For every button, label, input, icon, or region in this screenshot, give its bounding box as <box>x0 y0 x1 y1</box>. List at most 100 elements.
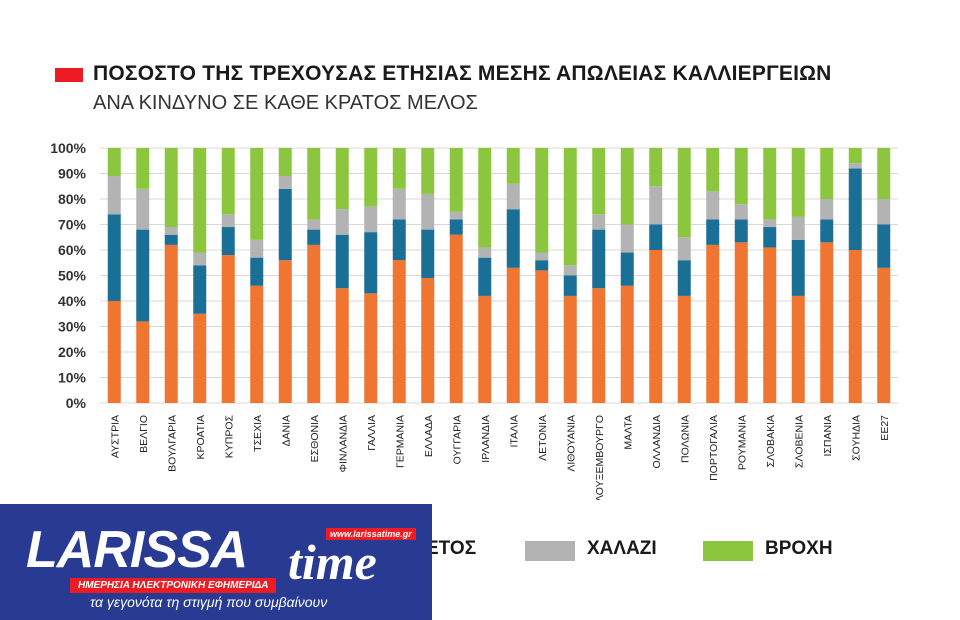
bar-segment <box>677 260 691 296</box>
logo-wordmark: LARISSA time www.larissatime.gr ΗΜΕΡΗΣΙΑ… <box>26 514 416 593</box>
bar-segment <box>506 209 520 268</box>
legend-label-partial: ΕΤΟΣ <box>426 538 477 559</box>
x-axis: ΑΥΣΤΡΙΑ ΒΕΛΓΙΟ ΒΟΥΛΓΑΡΙΑ ΚΡΟΑΤΙΑ ΚΥΠΡΟΣ ΤΣΕΧΙ… <box>109 415 891 500</box>
bar-segment <box>734 242 748 403</box>
bar-segment <box>563 295 577 403</box>
bar-segment <box>877 148 891 199</box>
bar-segment <box>136 148 150 189</box>
bar-segment <box>250 148 264 240</box>
bar-segment <box>449 219 463 235</box>
bar-segment <box>449 148 463 212</box>
x-tick-label: ΙΣΠΑΝΙΑ <box>822 415 834 457</box>
bar-segment <box>392 148 406 189</box>
y-tick-label: 50% <box>58 268 87 284</box>
bar-segment <box>421 278 435 403</box>
logo-url: www.larissatime.gr <box>326 528 416 540</box>
bar-segment <box>791 148 805 217</box>
x-tick-label: ΣΟΥΗΔΙΑ <box>850 415 862 461</box>
legend-label-hail: ΧΑΛΑΖΙ <box>587 538 657 559</box>
x-tick-label: ΚΥΠΡΟΣ <box>223 415 235 459</box>
x-tick-label: ΙΡΛΑΝΔΙΑ <box>480 415 492 463</box>
bar-segment <box>706 219 720 245</box>
bar-segment <box>649 250 663 403</box>
x-tick-label: ΒΟΥΛΓΑΡΙΑ <box>166 415 178 472</box>
bar-segment <box>392 219 406 261</box>
x-tick-label: ΤΣΕΧΙΑ <box>252 415 264 452</box>
x-tick-label: ΕΣΘΟΝΙΑ <box>309 415 321 462</box>
x-tick-label: ΓΑΛΛΙΑ <box>366 415 378 451</box>
bars <box>107 148 891 403</box>
larissatime-logo: LARISSA time www.larissatime.gr ΗΜΕΡΗΣΙΑ… <box>0 504 432 620</box>
bar-segment <box>677 295 691 403</box>
bar-segment <box>335 234 349 289</box>
bar-segment <box>193 148 207 253</box>
bar-segment <box>649 148 663 187</box>
logo-band: ΗΜΕΡΗΣΙΑ ΗΛΕΚΤΡΟΝΙΚΗ ΕΦΗΜΕΡΙΔΑ <box>70 578 277 593</box>
x-tick-label: ΙΤΑΛΙΑ <box>508 415 520 448</box>
bar-segment <box>763 247 777 403</box>
bar-segment <box>107 176 121 215</box>
x-tick-label: ΛΕΤΟΝΙΑ <box>537 415 549 461</box>
bar-segment <box>592 214 606 230</box>
x-tick-label: ΒΕΛΓΙΟ <box>138 415 150 453</box>
bar-segment <box>478 295 492 403</box>
legend-swatch-rain <box>703 541 753 561</box>
bar-segment <box>791 295 805 403</box>
bar-segment <box>592 229 606 289</box>
y-tick-label: 80% <box>58 191 87 207</box>
bar-segment <box>164 244 178 403</box>
bar-segment <box>620 148 634 225</box>
bar-segment <box>250 257 264 286</box>
bar-segment <box>506 267 520 403</box>
x-tick-label: ΑΥΣΤΡΙΑ <box>109 415 121 458</box>
bar-segment <box>364 148 378 207</box>
bar-segment <box>307 229 321 245</box>
bar-segment <box>734 219 748 243</box>
x-tick-label: ΠΟΛΩΝΙΑ <box>679 415 691 463</box>
bar-segment <box>193 265 207 314</box>
bar-segment <box>136 188 150 230</box>
bar-segment <box>164 227 178 235</box>
bar-segment <box>421 229 435 279</box>
bar-segment <box>620 252 634 286</box>
bar-segment <box>193 252 207 266</box>
bar-segment <box>820 199 834 220</box>
bar-segment <box>848 168 862 250</box>
x-tick-label: ΠΟΡΤΟΓΑΛΙΑ <box>708 415 720 481</box>
bar-segment <box>335 209 349 235</box>
bar-segment <box>250 285 264 403</box>
bar-segment <box>848 148 862 164</box>
bar-segment <box>734 204 748 220</box>
bar-segment <box>848 250 862 403</box>
y-tick-label: 40% <box>58 293 87 309</box>
x-tick-label: ΚΡΟΑΤΙΑ <box>195 415 207 460</box>
bar-segment <box>706 148 720 192</box>
bar-segment <box>535 260 549 271</box>
bar-segment <box>877 199 891 225</box>
logo-time-text: time <box>288 534 377 590</box>
stacked-bar-chart: 0% 10% 20% 30% 40% 50% 60% 70% 80% 90% 100% ΑΥΣΤΡΙ… <box>50 140 898 500</box>
bar-segment <box>763 227 777 248</box>
bar-segment <box>221 255 235 403</box>
logo-main-text: LARISSA <box>26 521 248 579</box>
bar-segment <box>250 239 264 258</box>
logo-tagline: τα γεγονότα τη στιγμή που συμβαίνουν <box>90 594 328 610</box>
y-tick-label: 0% <box>66 395 87 411</box>
bar-segment <box>307 148 321 220</box>
bar-segment <box>221 227 235 256</box>
gridlines <box>100 147 898 404</box>
bar-segment <box>820 148 834 199</box>
bar-segment <box>791 239 805 296</box>
bar-segment <box>278 260 292 403</box>
bar-segment <box>706 191 720 220</box>
bar-segment <box>592 288 606 403</box>
bar-segment <box>877 224 891 268</box>
bar-segment <box>506 183 520 210</box>
x-tick-label: ΟΥΓΓΑΡΙΑ <box>451 415 463 464</box>
bar-segment <box>307 219 321 230</box>
bar-segment <box>535 148 549 253</box>
x-tick-label: ΕΕ27 <box>879 415 891 441</box>
y-tick-label: 60% <box>58 242 87 258</box>
bar-segment <box>563 275 577 296</box>
legend-swatch-hail <box>525 541 575 561</box>
